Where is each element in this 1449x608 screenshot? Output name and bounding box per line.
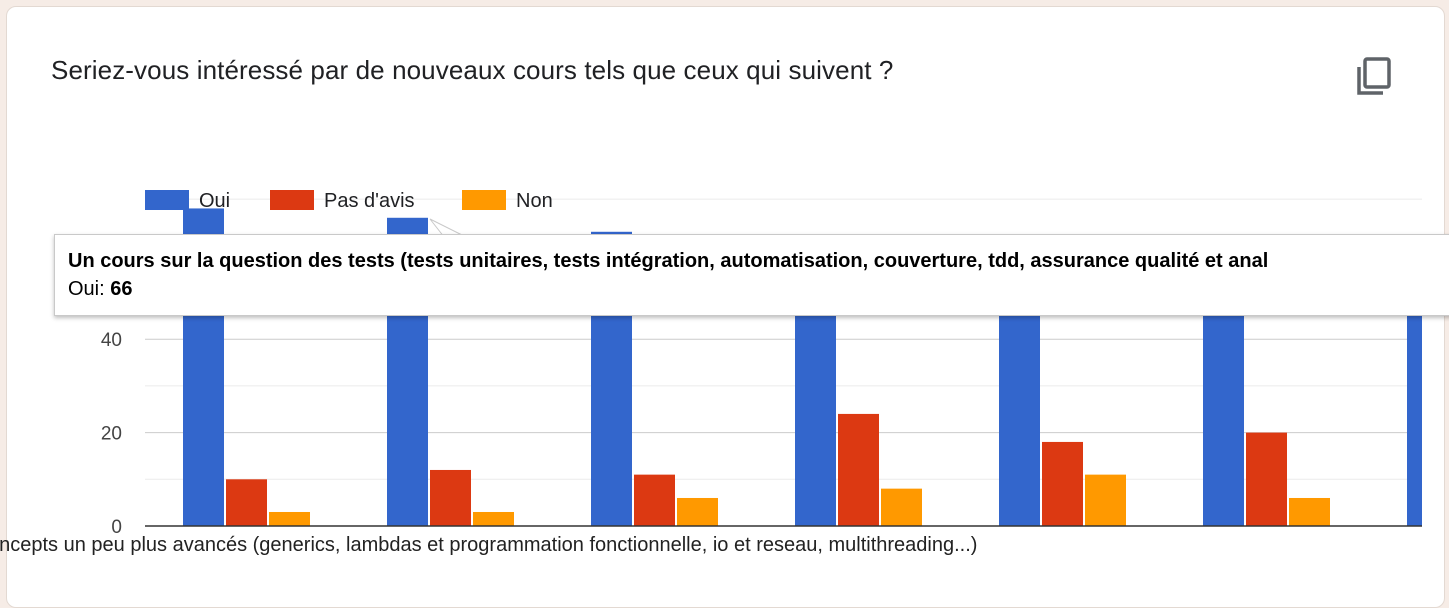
legend-swatch: [270, 190, 314, 210]
legend-swatch: [145, 190, 189, 210]
bar-non: [269, 511, 310, 526]
y-tick-label: 20: [101, 424, 122, 445]
bar-pas-d-avis: [1246, 432, 1287, 526]
copy-chart-button[interactable]: [1353, 55, 1397, 99]
bar-non: [473, 511, 514, 526]
bar-non: [1289, 497, 1330, 526]
chart-tooltip: Un cours sur la question des tests (test…: [54, 234, 1449, 316]
bar-pas-d-avis: [430, 469, 471, 526]
tooltip-series-label: Oui:: [68, 278, 105, 300]
bar-pas-d-avis: [634, 474, 675, 526]
bar-pas-d-avis: [838, 413, 879, 526]
legend-label: Oui: [199, 190, 230, 212]
bar-pas-d-avis: [226, 479, 267, 526]
tooltip-value: 66: [110, 278, 133, 300]
copy-icon: [1357, 57, 1391, 95]
bar-pas-d-avis: [1042, 441, 1083, 526]
question-title: Seriez-vous intéressé par de nouveaux co…: [51, 55, 894, 85]
legend-label: Non: [516, 190, 553, 212]
legend-swatch: [462, 190, 506, 210]
tooltip-title: Un cours sur la question des tests (test…: [68, 250, 1269, 272]
bar-non: [881, 488, 922, 526]
bar-non: [1085, 474, 1126, 526]
x-axis-category-label: concepts un peu plus avancés (generics, …: [0, 534, 978, 556]
y-tick-label: 0: [111, 517, 122, 538]
tooltip-value-line: Oui: 66: [68, 278, 133, 301]
bar-non: [677, 497, 718, 526]
y-tick-label: 40: [101, 330, 122, 351]
legend-label: Pas d'avis: [324, 190, 415, 212]
